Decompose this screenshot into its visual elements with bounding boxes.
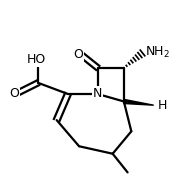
Polygon shape [124,99,154,105]
Text: O: O [73,48,83,61]
Text: H: H [157,99,167,112]
Text: HO: HO [27,53,46,66]
Text: NH$_2$: NH$_2$ [145,45,170,61]
Text: N: N [93,87,102,100]
Text: O: O [9,87,19,101]
